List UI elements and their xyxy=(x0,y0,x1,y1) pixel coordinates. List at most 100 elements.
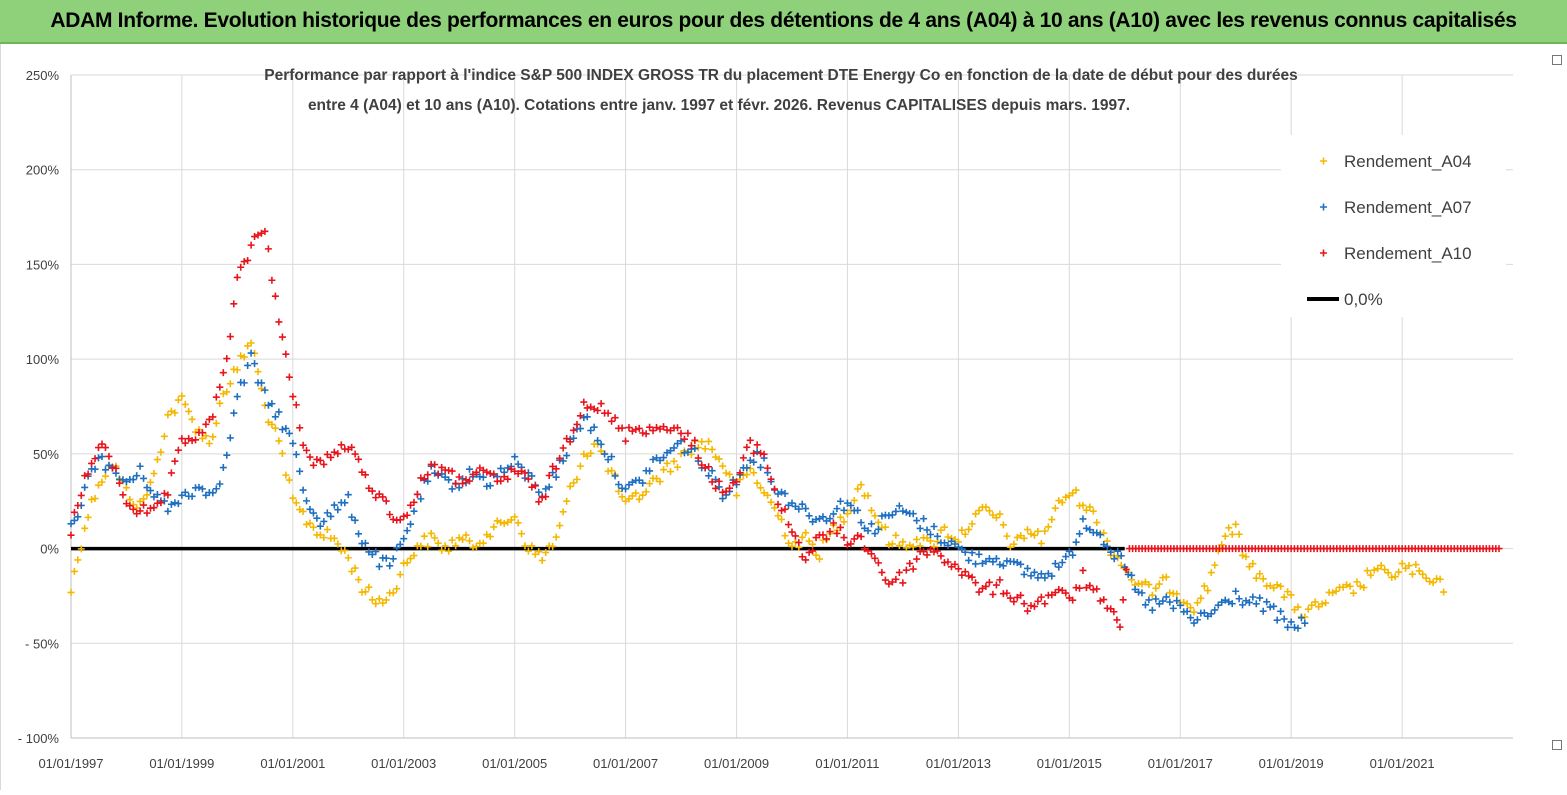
data-point-A04 xyxy=(1377,561,1385,569)
data-point-A04 xyxy=(1280,593,1288,601)
data-point-A10 xyxy=(237,263,245,271)
data-point-A04 xyxy=(1225,524,1233,532)
data-point-A04 xyxy=(466,537,474,545)
data-point-A04 xyxy=(181,400,189,408)
data-point-A07 xyxy=(511,453,519,461)
data-point-A07 xyxy=(1069,551,1077,559)
data-point-A07 xyxy=(743,464,751,472)
data-point-A04 xyxy=(1322,599,1330,607)
series-A04 xyxy=(67,339,1448,621)
data-point-A04 xyxy=(1381,566,1389,574)
data-point-A04 xyxy=(1024,526,1032,534)
data-point-A07 xyxy=(1228,600,1236,608)
data-point-A07 xyxy=(1235,595,1243,603)
y-tick-label: 200% xyxy=(26,163,60,178)
data-point-A07 xyxy=(1030,568,1038,576)
data-point-A10 xyxy=(726,484,734,492)
data-point-A04 xyxy=(781,532,789,540)
data-point-A07 xyxy=(289,439,297,447)
data-point-A10 xyxy=(719,488,727,496)
data-point-A04 xyxy=(1155,580,1163,588)
data-point-A10 xyxy=(785,521,793,529)
data-point-A10 xyxy=(216,383,224,391)
data-point-A07 xyxy=(233,393,241,401)
data-point-A10 xyxy=(178,435,186,443)
data-point-A07 xyxy=(407,520,415,528)
data-point-A04 xyxy=(1058,498,1066,506)
data-point-A04 xyxy=(410,552,418,560)
data-point-A07 xyxy=(355,530,363,538)
data-point-A04 xyxy=(1353,578,1361,586)
data-point-A07 xyxy=(375,563,383,571)
data-point-A07 xyxy=(153,491,161,499)
data-point-A07 xyxy=(1280,615,1288,623)
data-point-A04 xyxy=(632,489,640,497)
data-point-A04 xyxy=(514,519,522,527)
scroll-handle-bottom-right[interactable] xyxy=(1552,740,1562,750)
data-point-A07 xyxy=(622,485,630,493)
data-point-A07 xyxy=(251,360,259,368)
data-point-A04 xyxy=(701,445,709,453)
data-point-A07 xyxy=(403,527,411,535)
data-point-A04 xyxy=(694,444,702,452)
data-point-A04 xyxy=(670,457,678,465)
data-point-A04 xyxy=(774,512,782,520)
data-point-A04 xyxy=(185,407,193,415)
data-point-A04 xyxy=(417,542,425,550)
scroll-handle-top-right[interactable] xyxy=(1552,55,1562,65)
data-point-A07 xyxy=(1297,614,1305,622)
data-point-A10 xyxy=(452,480,460,488)
data-point-A07 xyxy=(1256,594,1264,602)
data-point-A07 xyxy=(212,485,220,493)
data-point-A04 xyxy=(372,600,380,608)
data-point-A07 xyxy=(1027,572,1035,580)
data-point-A10 xyxy=(594,407,602,415)
data-point-A10 xyxy=(98,440,106,448)
data-point-A07 xyxy=(1169,604,1177,612)
data-point-A07 xyxy=(216,480,224,488)
data-point-A04 xyxy=(1242,553,1250,561)
data-point-A10 xyxy=(119,491,127,499)
data-point-A04 xyxy=(233,366,241,374)
data-point-A04 xyxy=(434,539,442,547)
data-point-A10 xyxy=(233,273,241,281)
data-point-A10 xyxy=(382,497,390,505)
data-point-A07 xyxy=(961,548,969,556)
data-point-A10 xyxy=(101,444,109,452)
data-point-A07 xyxy=(608,453,616,461)
data-point-A04 xyxy=(88,495,96,503)
data-point-A04 xyxy=(1384,569,1392,577)
data-point-A07 xyxy=(1273,616,1281,624)
data-point-A07 xyxy=(271,413,279,421)
data-point-A07 xyxy=(857,519,865,527)
data-point-A10 xyxy=(209,413,217,421)
data-point-A07 xyxy=(70,516,78,524)
data-point-A07 xyxy=(1277,607,1285,615)
data-point-A04 xyxy=(549,542,557,550)
data-point-A04 xyxy=(98,478,106,486)
data-point-A04 xyxy=(764,491,772,499)
data-point-A10 xyxy=(112,464,120,472)
data-point-A10 xyxy=(1100,596,1108,604)
data-point-A04 xyxy=(719,462,727,470)
data-point-A04 xyxy=(982,503,990,511)
data-point-A10 xyxy=(303,446,311,454)
x-tick-label: 01/01/2019 xyxy=(1259,756,1324,771)
data-point-A04 xyxy=(1304,605,1312,613)
data-point-A07 xyxy=(1110,555,1118,563)
data-point-A07 xyxy=(660,454,668,462)
data-point-A07 xyxy=(1148,606,1156,614)
data-point-A04 xyxy=(926,537,934,545)
data-point-A10 xyxy=(299,441,307,449)
data-point-A04 xyxy=(1277,582,1285,590)
data-point-A04 xyxy=(656,478,664,486)
data-point-A04 xyxy=(70,567,78,575)
data-point-A07 xyxy=(417,495,425,503)
data-point-A04 xyxy=(382,596,390,604)
data-point-A04 xyxy=(698,438,706,446)
data-point-A04 xyxy=(788,542,796,550)
legend: Rendement_A04 Rendement_A07 Rendement_A10 0… xyxy=(1281,135,1506,317)
data-point-A07 xyxy=(351,516,359,524)
data-point-A04 xyxy=(91,495,99,503)
data-point-A04 xyxy=(1211,561,1219,569)
